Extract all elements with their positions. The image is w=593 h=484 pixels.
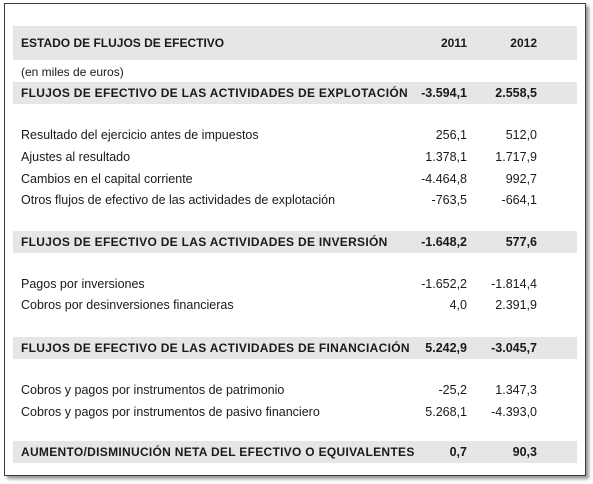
total-value-2012: 90,3: [512, 445, 537, 459]
section-value-2011: -3.594,1: [421, 86, 467, 100]
row-value-2011: -4.464,8: [421, 172, 467, 186]
row-value-2011: 5.268,1: [425, 405, 467, 419]
row-value-2012: 1.347,3: [495, 383, 537, 397]
table-row: Cobros y pagos por instrumentos de patri…: [13, 379, 577, 401]
row-label: Cobros y pagos por instrumentos de pasiv…: [21, 405, 320, 419]
unit-note-row: (en miles de euros): [13, 61, 577, 83]
total-value-2011: 0,7: [449, 445, 467, 459]
table-row: Otros flujos de efectivo de las activida…: [13, 189, 577, 211]
year-2012-header: 2012: [510, 36, 537, 50]
unit-note: (en miles de euros): [21, 65, 124, 79]
section-title: FLUJOS DE EFECTIVO DE LAS ACTIVIDADES DE…: [21, 86, 408, 100]
section-financiacion-header: FLUJOS DE EFECTIVO DE LAS ACTIVIDADES DE…: [13, 337, 577, 359]
section-value-2012: 2.558,5: [495, 86, 537, 100]
row-label: Pagos por inversiones: [21, 277, 145, 291]
section-explotacion-header: FLUJOS DE EFECTIVO DE LAS ACTIVIDADES DE…: [13, 82, 577, 104]
table-row: Cobros y pagos por instrumentos de pasiv…: [13, 401, 577, 423]
row-label: Ajustes al resultado: [21, 150, 131, 164]
section-title: FLUJOS DE EFECTIVO DE LAS ACTIVIDADES DE…: [21, 341, 410, 355]
table-row: Resultado del ejercicio antes de impuest…: [13, 124, 577, 146]
row-value-2012: 992,7: [505, 172, 537, 186]
section-title: FLUJOS DE EFECTIVO DE LAS ACTIVIDADES DE…: [21, 235, 388, 249]
document-frame: ESTADO DE FLUJOS DE EFECTIVO 2011 2012 (…: [4, 3, 586, 476]
table-header: ESTADO DE FLUJOS DE EFECTIVO 2011 2012: [13, 26, 577, 60]
row-value-2011: -25,2: [438, 383, 468, 397]
row-value-2012: 512,0: [505, 128, 537, 142]
row-value-2012: 2.391,9: [495, 298, 537, 312]
table-row: Pagos por inversiones -1.652,2 -1.814,4: [13, 273, 577, 295]
row-label: Otros flujos de efectivo de las activida…: [21, 193, 336, 207]
row-value-2012: 1.717,9: [495, 150, 537, 164]
total-row: AUMENTO/DISMINUCIÓN NETA DEL EFECTIVO O …: [13, 441, 577, 463]
row-value-2011: -1.652,2: [421, 277, 467, 291]
total-label: AUMENTO/DISMINUCIÓN NETA DEL EFECTIVO O …: [21, 445, 415, 459]
table-row: Cambios en el capital corriente -4.464,8…: [13, 168, 577, 190]
section-value-2011: -1.648,2: [421, 235, 467, 249]
table-row: Cobros por desinversiones financieras 4,…: [13, 294, 577, 316]
row-label: Resultado del ejercicio antes de impuest…: [21, 128, 259, 142]
row-value-2011: 256,1: [435, 128, 467, 142]
row-label: Cobros y pagos por instrumentos de patri…: [21, 383, 285, 397]
row-value-2011: 4,0: [449, 298, 467, 312]
section-value-2012: -3.045,7: [491, 341, 537, 355]
table-title: ESTADO DE FLUJOS DE EFECTIVO: [21, 36, 225, 50]
year-2011-header: 2011: [440, 36, 467, 50]
row-value-2012: -4.393,0: [491, 405, 537, 419]
section-value-2012: 577,6: [505, 235, 537, 249]
row-value-2011: 1.378,1: [425, 150, 467, 164]
section-value-2011: 5.242,9: [425, 341, 467, 355]
row-label: Cambios en el capital corriente: [21, 172, 193, 186]
section-inversion-header: FLUJOS DE EFECTIVO DE LAS ACTIVIDADES DE…: [13, 231, 577, 253]
row-value-2012: -1.814,4: [491, 277, 537, 291]
row-label: Cobros por desinversiones financieras: [21, 298, 234, 312]
table-row: Ajustes al resultado 1.378,1 1.717,9: [13, 146, 577, 168]
row-value-2012: -664,1: [501, 193, 537, 207]
row-value-2011: -763,5: [431, 193, 467, 207]
